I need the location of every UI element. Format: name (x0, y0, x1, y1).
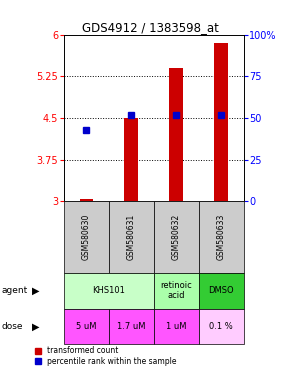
Bar (169, 68, 183, 201)
Text: agent: agent (1, 286, 28, 295)
Text: 0.1 %: 0.1 % (209, 322, 233, 331)
Text: GDS4912 / 1383598_at: GDS4912 / 1383598_at (82, 21, 219, 34)
Bar (154, 201, 199, 273)
Legend: transformed count, percentile rank within the sample: transformed count, percentile rank withi… (35, 346, 176, 366)
Text: 1 uM: 1 uM (166, 322, 186, 331)
Text: dose: dose (1, 322, 23, 331)
Text: ▶: ▶ (32, 321, 39, 331)
Text: GSM580630: GSM580630 (82, 214, 91, 260)
Bar (199, 309, 244, 344)
Text: GSM580633: GSM580633 (217, 214, 226, 260)
Text: 5 uM: 5 uM (76, 322, 97, 331)
Text: ▶: ▶ (32, 286, 39, 296)
Bar (109, 309, 154, 344)
Bar (154, 309, 199, 344)
Text: GSM580632: GSM580632 (172, 214, 181, 260)
Text: DMSO: DMSO (208, 286, 234, 295)
Bar (154, 273, 199, 309)
Bar (64, 309, 109, 344)
Bar (64, 273, 154, 309)
Bar (124, 118, 138, 201)
Bar (199, 201, 244, 273)
Bar (79, 199, 93, 201)
Bar (64, 201, 109, 273)
Text: 1.7 uM: 1.7 uM (117, 322, 146, 331)
Bar (214, 43, 228, 201)
Text: KHS101: KHS101 (92, 286, 125, 295)
Bar (109, 201, 154, 273)
Bar (199, 273, 244, 309)
Text: retinoic
acid: retinoic acid (160, 281, 192, 301)
Text: GSM580631: GSM580631 (127, 214, 136, 260)
